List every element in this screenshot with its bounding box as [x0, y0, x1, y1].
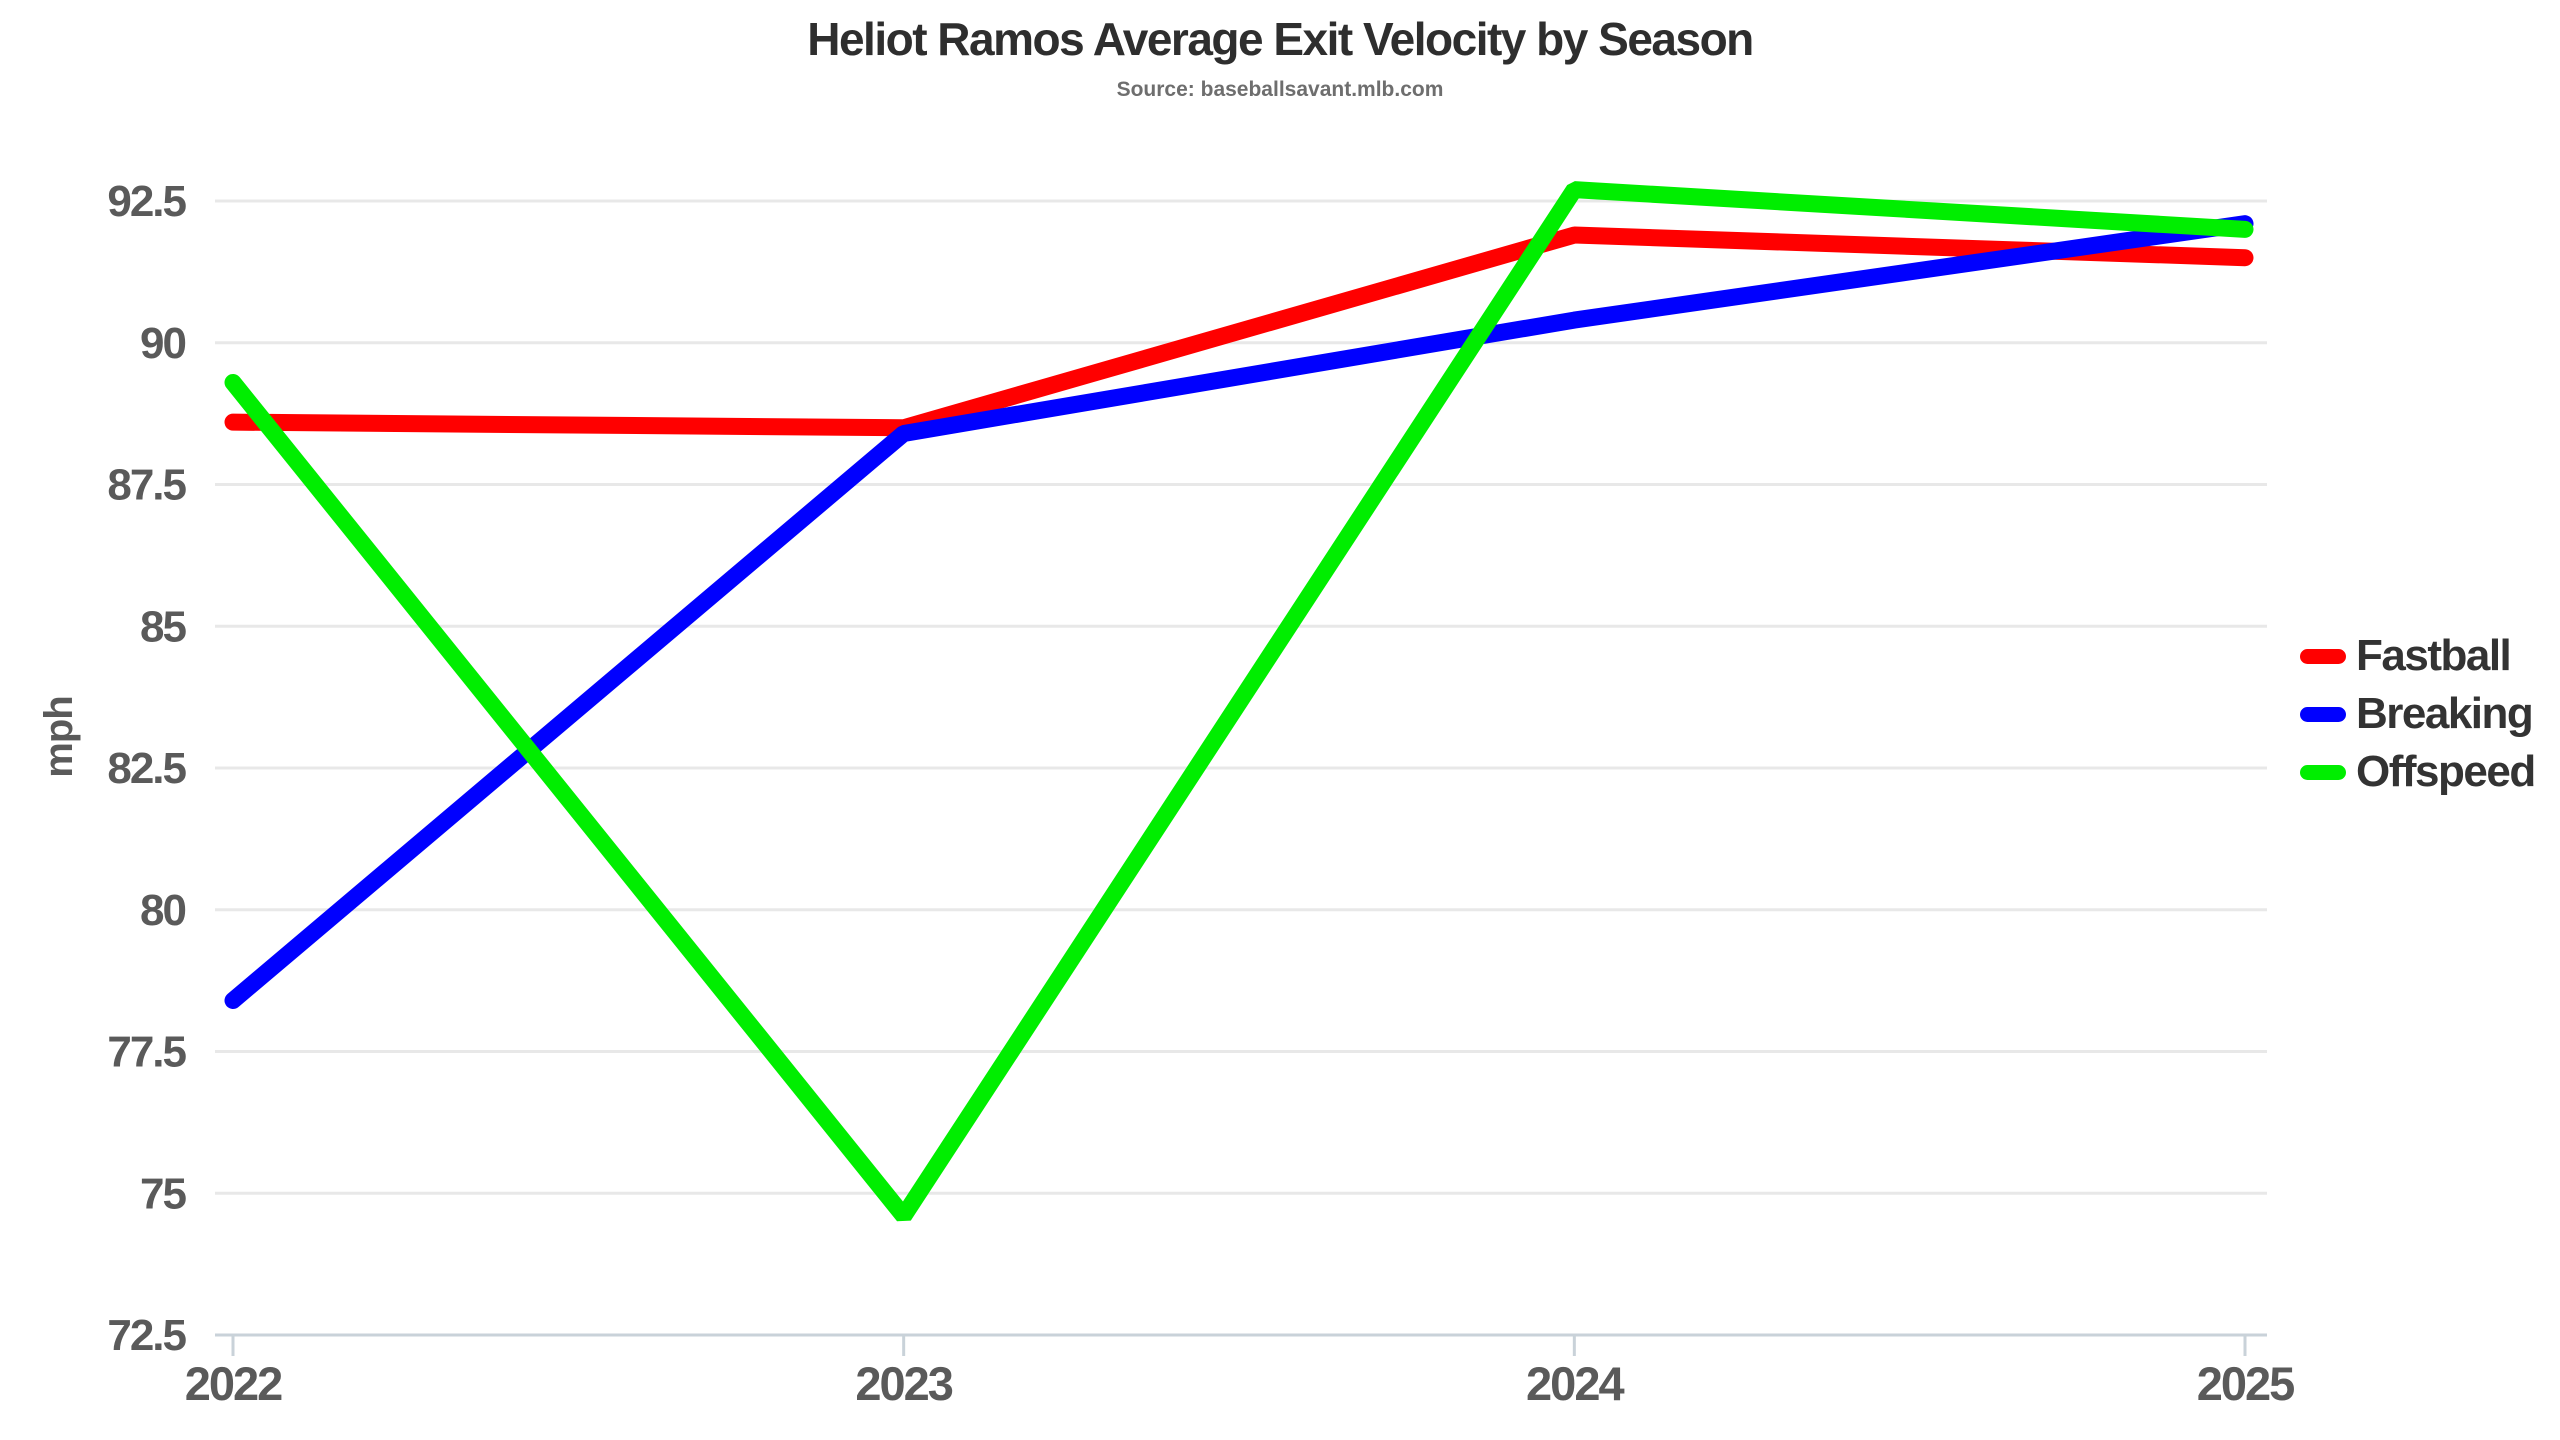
legend-swatch-offspeed — [2300, 764, 2346, 780]
y-tick-label: 85 — [140, 602, 186, 651]
series-line-fastball — [224, 226, 2254, 437]
legend-label-offspeed: Offspeed — [2356, 747, 2536, 796]
y-axis-title: mph — [37, 696, 81, 777]
legend-item-breaking: Breaking — [2300, 692, 2535, 736]
y-tick-label: 77.5 — [107, 1028, 186, 1077]
x-tick-label: 2023 — [855, 1357, 952, 1410]
legend-item-offspeed: Offspeed — [2300, 747, 2536, 796]
x-tick-label: 2022 — [185, 1357, 282, 1410]
x-tick-label: 2024 — [1526, 1357, 1624, 1410]
y-tick-label: 92.5 — [107, 177, 186, 226]
y-tick-label: 90 — [140, 319, 185, 368]
y-tick-label: 82.5 — [107, 744, 186, 793]
legend-item-fastball: Fastball — [2300, 634, 2535, 678]
y-tick-label: 87.5 — [107, 461, 186, 510]
series-line-breaking — [224, 215, 2254, 1009]
y-tick-label: 75 — [140, 1169, 186, 1218]
chart-title: Heliot Ramos Average Exit Velocity by Se… — [807, 13, 1754, 65]
series-line-offspeed — [224, 181, 2254, 1222]
x-tick-label: 2025 — [2197, 1357, 2294, 1410]
chart-subtitle: Source: baseballsavant.mlb.com — [1116, 78, 1444, 101]
y-tick-label: 80 — [140, 886, 185, 935]
legend-label-breaking: Breaking — [2356, 689, 2534, 738]
legend-swatch-fastball — [2300, 648, 2346, 664]
legend-label-fastball: Fastball — [2356, 631, 2512, 680]
chart-legend: Fastball Breaking Offspeed — [2300, 634, 2536, 808]
y-tick-label: 72.5 — [107, 1311, 186, 1360]
legend-swatch-breaking — [2300, 706, 2346, 722]
